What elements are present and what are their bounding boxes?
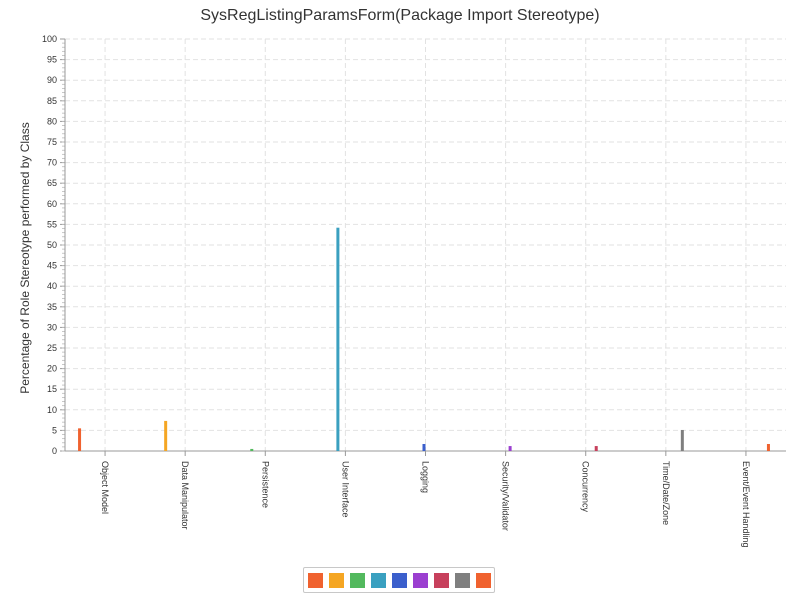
x-category-label: Data Manipulator <box>180 461 190 530</box>
bar <box>78 428 82 451</box>
y-tick-label: 70 <box>47 158 57 168</box>
bars <box>78 227 770 451</box>
y-tick-label: 95 <box>47 55 57 65</box>
y-tick-label: 0 <box>52 446 57 456</box>
y-tick-label: 10 <box>47 405 57 415</box>
bar <box>766 443 770 451</box>
legend-swatch <box>307 572 323 588</box>
y-tick-label: 5 <box>52 425 57 435</box>
legend-swatch <box>412 572 428 588</box>
bar <box>422 443 426 451</box>
y-tick-label: 25 <box>47 343 57 353</box>
grid-lines <box>65 38 786 451</box>
y-tick-label: 45 <box>47 261 57 271</box>
legend <box>303 567 495 593</box>
legend-swatch <box>433 572 449 588</box>
legend-swatch <box>370 572 386 588</box>
category-labels: Object Model Data Manipulator Persistence U… <box>100 461 751 548</box>
x-category-label: Time/Date/Zone <box>661 461 671 525</box>
bar <box>164 420 168 451</box>
y-tick-label: 90 <box>47 75 57 85</box>
y-tick-label: 75 <box>47 137 57 147</box>
bar <box>336 227 340 451</box>
y-tick-label: 15 <box>47 384 57 394</box>
chart-title: SysRegListingParamsForm(Package Import S… <box>200 7 600 24</box>
x-category-label: Concurrency <box>581 461 591 513</box>
y-tick-label: 50 <box>47 240 57 250</box>
y-tick-label: 35 <box>47 302 57 312</box>
x-category-label: Persistence <box>260 461 270 508</box>
y-tick-label: 55 <box>47 219 57 229</box>
x-category-label: Event/Event Handling <box>741 461 751 548</box>
y-tick-label: 60 <box>47 199 57 209</box>
y-tick-label: 20 <box>47 364 57 374</box>
x-axis <box>65 450 786 456</box>
x-category-label: Object Model <box>100 461 110 514</box>
y-tick-label: 65 <box>47 178 57 188</box>
x-category-label: Security/Validator <box>501 461 511 531</box>
legend-swatch <box>475 572 491 588</box>
legend-swatch <box>349 572 365 588</box>
bar <box>508 446 512 451</box>
legend-swatch <box>454 572 470 588</box>
y-tick-label: 85 <box>47 96 57 106</box>
legend-swatch <box>328 572 344 588</box>
bar <box>250 448 254 451</box>
y-tick-label: 30 <box>47 322 57 332</box>
bar <box>680 429 684 451</box>
x-category-label: Logging <box>421 461 431 493</box>
bar <box>594 446 598 451</box>
y-axis: 0 5 10 15 20 25 30 35 40 45 50 55 60 65 70 75 80 85 90 95 10… <box>42 34 66 456</box>
legend-swatch <box>391 572 407 588</box>
x-category-label: User Interface <box>340 461 350 518</box>
y-tick-label: 100 <box>42 34 57 44</box>
y-tick-label: 40 <box>47 281 57 291</box>
y-tick-label: 80 <box>47 116 57 126</box>
